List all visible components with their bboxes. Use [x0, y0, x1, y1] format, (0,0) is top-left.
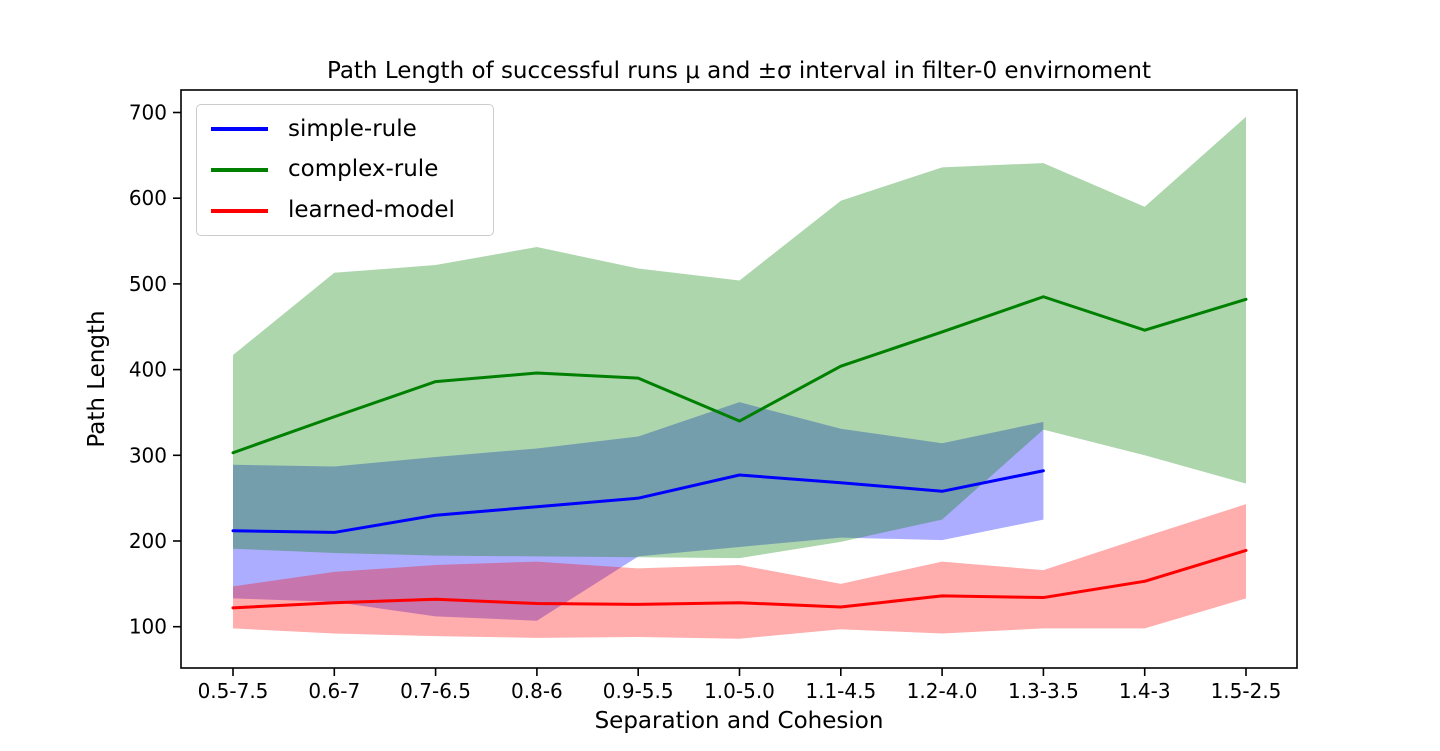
simple-rule-line-swatch [211, 127, 268, 132]
x-tick-label: 1.1-4.5 [805, 679, 876, 703]
legend-item-learned-model: learned-model [197, 191, 493, 231]
y-tick-label: 400 [129, 358, 167, 382]
complex-rule-line [231, 295, 1248, 455]
x-axis-label: Separation and Cohesion [594, 708, 884, 734]
x-tick-label: 0.5-7.5 [198, 679, 269, 703]
complex-rule-sigma-band [233, 116, 1246, 559]
learned-model-line-swatch [211, 208, 268, 213]
y-tick-label: 700 [129, 101, 167, 125]
x-tick-label: 1.0-5.0 [704, 679, 775, 703]
y-axis-label: Path Length [84, 310, 110, 448]
legend: simple-rule complex-rule learned-model [196, 104, 494, 236]
legend-label: complex-rule [288, 156, 439, 183]
legend-label: simple-rule [288, 115, 417, 142]
y-tick-label: 500 [129, 272, 167, 296]
learned-model-line [231, 548, 1248, 610]
x-tick-label: 0.7-6.5 [400, 679, 471, 703]
x-tick-label: 0.6-7 [308, 679, 360, 703]
x-tick-label: 1.3-3.5 [1008, 679, 1079, 703]
y-tick-label: 600 [129, 186, 167, 210]
x-tick-label: 0.8-6 [511, 679, 563, 703]
x-tick-label: 0.9-5.5 [603, 679, 674, 703]
simple-rule-line [231, 469, 1045, 534]
x-tick-label: 1.5-2.5 [1211, 679, 1282, 703]
legend-label: learned-model [288, 197, 455, 224]
learned-model-sigma-band [233, 504, 1246, 639]
y-tick-label: 300 [129, 443, 167, 467]
y-tick-label: 100 [129, 615, 167, 639]
chart-title: Path Length of successful runs μ and ±σ … [326, 58, 1152, 84]
x-tick-label: 1.4-3 [1119, 679, 1171, 703]
x-tick-label: 1.2-4.0 [907, 679, 978, 703]
y-tick-label: 200 [129, 529, 167, 553]
legend-item-simple-rule: simple-rule [197, 109, 493, 149]
legend-item-complex-rule: complex-rule [197, 150, 493, 190]
complex-rule-line-swatch [211, 167, 268, 172]
simple-rule-sigma-band [233, 402, 1044, 621]
